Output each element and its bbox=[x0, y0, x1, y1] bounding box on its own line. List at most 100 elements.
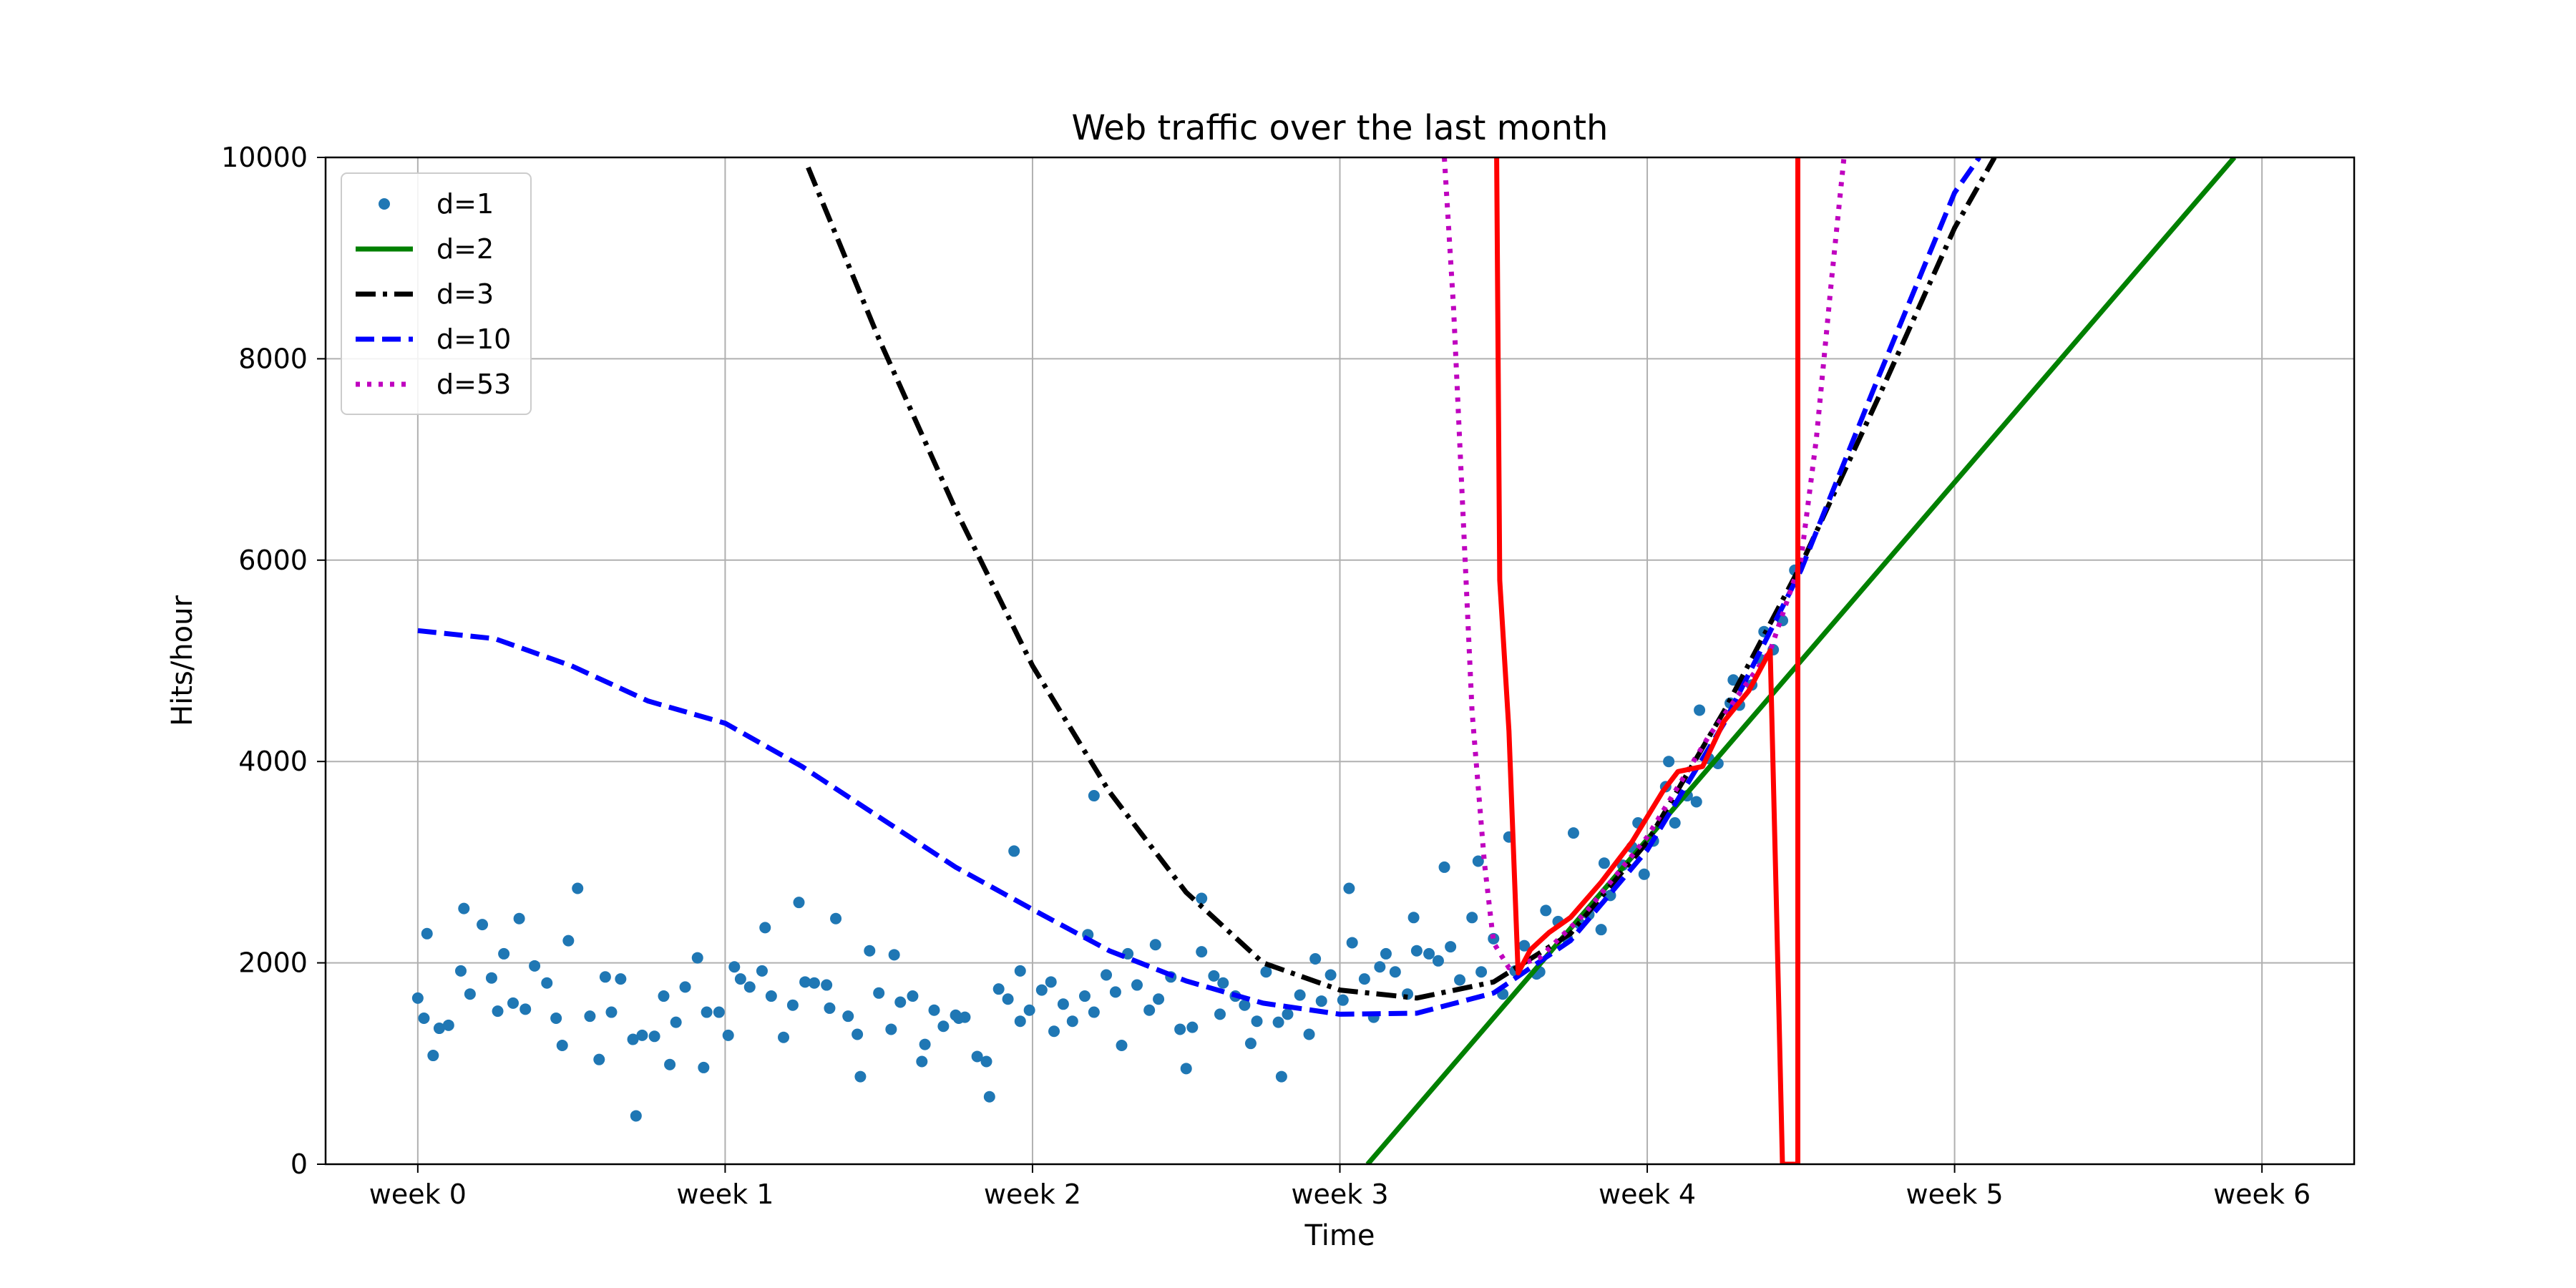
x-tick-label: week 5 bbox=[1906, 1179, 2004, 1210]
y-axis-label: Hits/hour bbox=[166, 595, 199, 726]
data-point bbox=[679, 981, 691, 993]
legend-label: d=10 bbox=[436, 323, 511, 355]
data-point bbox=[433, 1023, 445, 1035]
data-point bbox=[1472, 855, 1484, 867]
data-point bbox=[1445, 941, 1457, 953]
legend-label: d=2 bbox=[436, 233, 494, 265]
x-tick-label: week 6 bbox=[2213, 1179, 2311, 1210]
plot-area bbox=[411, 157, 2237, 1164]
data-point bbox=[830, 912, 842, 924]
y-tick-label: 8000 bbox=[238, 343, 308, 374]
data-point bbox=[1180, 1063, 1192, 1075]
y-tick-label: 0 bbox=[291, 1148, 308, 1180]
data-point bbox=[842, 1010, 854, 1023]
data-point bbox=[1324, 969, 1337, 981]
data-point bbox=[1598, 857, 1610, 869]
data-point bbox=[952, 1012, 965, 1024]
data-point bbox=[1153, 993, 1165, 1005]
data-point bbox=[421, 927, 433, 940]
data-point bbox=[427, 1050, 439, 1062]
data-point bbox=[888, 949, 900, 961]
data-point bbox=[1186, 1021, 1199, 1033]
data-point bbox=[627, 1033, 639, 1045]
data-point bbox=[1174, 1023, 1186, 1035]
data-point bbox=[1244, 1038, 1257, 1050]
data-point bbox=[529, 960, 541, 972]
data-point bbox=[765, 990, 777, 1002]
x-tick-label: week 0 bbox=[369, 1179, 467, 1210]
data-point bbox=[854, 1070, 867, 1083]
data-point bbox=[864, 945, 876, 957]
data-point bbox=[492, 1005, 504, 1018]
series-unlabeled-fit bbox=[1494, 157, 1800, 1164]
data-point bbox=[1638, 868, 1650, 880]
data-point bbox=[1694, 704, 1706, 716]
y-tick-label: 6000 bbox=[238, 545, 308, 576]
data-point bbox=[658, 990, 670, 1002]
data-point bbox=[418, 1012, 430, 1024]
data-point bbox=[1432, 955, 1444, 967]
data-point bbox=[1109, 986, 1121, 998]
data-point bbox=[1008, 845, 1020, 857]
data-point bbox=[1374, 961, 1386, 973]
series-d-10 bbox=[417, 157, 1981, 1017]
data-point bbox=[907, 990, 919, 1002]
data-point bbox=[1239, 999, 1251, 1011]
axis-ticks: week 0 week 1 week 2 week 3 week 4 week 5 week… bbox=[221, 142, 2311, 1210]
data-point bbox=[916, 1055, 928, 1068]
data-point bbox=[808, 977, 820, 989]
data-point bbox=[541, 977, 553, 989]
data-point bbox=[1131, 979, 1143, 991]
data-point bbox=[1727, 674, 1740, 686]
data-point bbox=[572, 882, 584, 894]
data-point bbox=[728, 961, 741, 973]
data-point bbox=[799, 976, 811, 988]
data-point bbox=[894, 996, 907, 1008]
data-point bbox=[442, 1019, 454, 1031]
data-point bbox=[793, 897, 805, 909]
data-point bbox=[477, 919, 489, 931]
data-point bbox=[1217, 977, 1229, 989]
data-point bbox=[1315, 995, 1327, 1008]
data-point bbox=[937, 1020, 950, 1033]
data-point bbox=[485, 972, 497, 984]
data-point bbox=[1337, 994, 1349, 1006]
data-point bbox=[1214, 1008, 1226, 1020]
data-point bbox=[824, 1002, 836, 1014]
data-point bbox=[1466, 912, 1478, 924]
data-point bbox=[636, 1029, 648, 1041]
data-point bbox=[1035, 984, 1048, 996]
data-point bbox=[550, 1012, 562, 1024]
data-point bbox=[1066, 1015, 1078, 1028]
data-point bbox=[1380, 947, 1392, 960]
legend-label: d=1 bbox=[436, 188, 494, 220]
x-axis-label: Time bbox=[1304, 1219, 1375, 1252]
series-line bbox=[417, 157, 1981, 1017]
data-point bbox=[691, 952, 703, 964]
data-point bbox=[630, 1110, 642, 1122]
y-tick-label: 2000 bbox=[238, 947, 308, 979]
data-point bbox=[584, 1010, 596, 1023]
series-line bbox=[1365, 157, 2237, 1164]
data-point bbox=[556, 1039, 568, 1051]
data-point bbox=[1014, 1015, 1026, 1028]
data-point bbox=[971, 1050, 983, 1063]
data-point bbox=[1282, 1008, 1294, 1020]
x-tick-label: week 2 bbox=[984, 1179, 1081, 1210]
data-point bbox=[458, 902, 470, 914]
data-point bbox=[519, 1003, 532, 1015]
data-point bbox=[1078, 990, 1091, 1002]
data-point bbox=[648, 1030, 660, 1043]
x-tick-label: week 3 bbox=[1291, 1179, 1388, 1210]
legend-marker bbox=[379, 198, 390, 210]
data-point bbox=[605, 1006, 618, 1018]
data-point bbox=[919, 1038, 931, 1050]
data-point bbox=[1303, 1028, 1315, 1040]
data-point bbox=[992, 983, 1005, 995]
data-point bbox=[1669, 817, 1681, 829]
data-point bbox=[1057, 998, 1069, 1010]
legend-label: d=3 bbox=[436, 278, 494, 310]
data-point bbox=[1196, 946, 1208, 958]
data-point bbox=[615, 973, 627, 985]
